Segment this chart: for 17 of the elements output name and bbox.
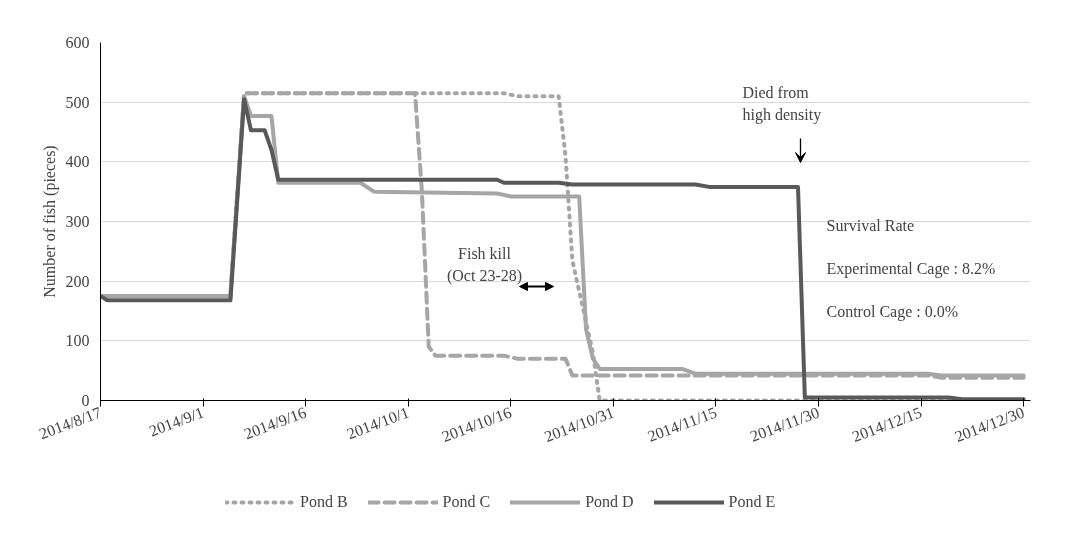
legend-label: Pond E: [728, 493, 776, 511]
y-axis-title: Number of fish (pieces): [40, 145, 59, 298]
annotation: Experimental Cage : 8.2%: [826, 260, 996, 278]
y-tick-label: 200: [65, 272, 90, 290]
annotation: Survival Rate: [826, 217, 915, 234]
y-tick-label: 400: [65, 153, 90, 171]
legend-label: Pond D: [585, 493, 634, 511]
annotation: Fish kill (Oct 23-28): [446, 245, 523, 285]
y-tick-label: 300: [65, 213, 90, 230]
y-tick-label: 0: [81, 392, 90, 409]
annotation: Died from high density: [742, 84, 822, 124]
legend-label: Pond C: [442, 493, 491, 511]
y-tick-label: 500: [65, 93, 90, 111]
y-tick-label: 600: [65, 34, 90, 51]
legend-label: Pond B: [300, 493, 348, 511]
annotation: Control Cage : 0.0%: [826, 303, 959, 321]
y-tick-label: 100: [65, 332, 90, 350]
